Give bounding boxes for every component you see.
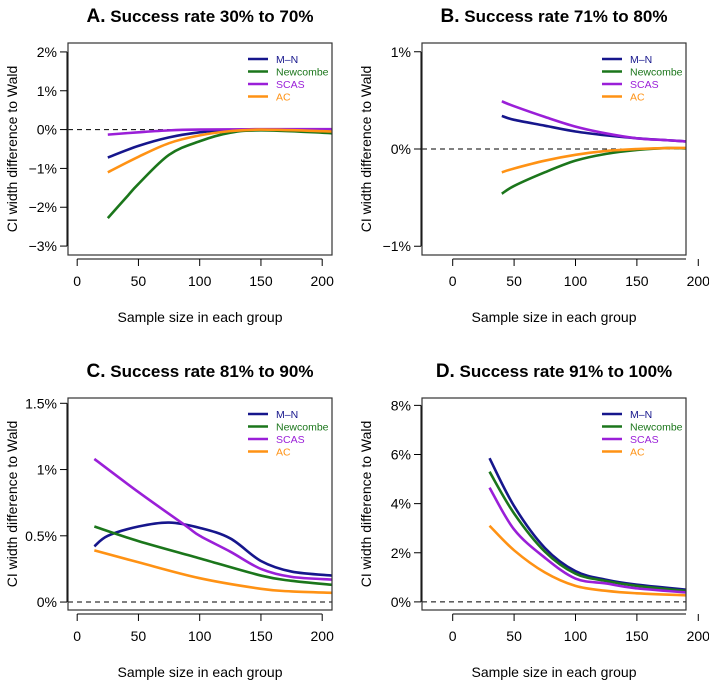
y-tick-label: 0% (391, 594, 411, 610)
y-tick-label: −1% (29, 160, 57, 176)
y-tick-label: −2% (29, 199, 57, 215)
panel-label: D. (436, 361, 455, 382)
series-line-M-N (488, 457, 686, 591)
x-tick-label: 50 (131, 628, 147, 644)
x-tick-label: 50 (131, 273, 147, 289)
plot-frame (421, 397, 687, 611)
legend-label-SCAS: SCAS (276, 434, 305, 446)
panel-title-text: Success rate 81% to 90% (106, 362, 314, 381)
x-axis-label: Sample size in each group (472, 309, 637, 325)
panel-title: C. Success rate 81% to 90% (87, 361, 314, 382)
legend-label-SCAS: SCAS (630, 434, 659, 446)
x-tick-label: 0 (73, 628, 81, 644)
legend-label-M-N: M–N (630, 54, 652, 66)
y-tick-label: 1% (37, 462, 57, 478)
legend-label-SCAS: SCAS (630, 79, 659, 91)
legend-label-AC: AC (276, 447, 291, 459)
x-axis-label: Sample size in each group (118, 309, 283, 325)
legend-label-M-N: M–N (630, 409, 652, 421)
series-line-AC (488, 524, 686, 597)
y-tick-label: −3% (29, 238, 57, 254)
series-line-SCAS (93, 457, 332, 581)
x-tick-label: 50 (506, 273, 522, 289)
series-line-Newcombe (501, 146, 686, 195)
y-tick-label: 1% (37, 83, 57, 99)
x-axis-label: Sample size in each group (118, 664, 283, 680)
plot-frame (67, 42, 333, 256)
panel-label: A. (87, 6, 106, 27)
legend-label-AC: AC (630, 92, 645, 104)
series-line-M-N (93, 521, 332, 577)
x-tick-label: 200 (687, 273, 709, 289)
y-axis-label: CI width difference to Wald (4, 66, 20, 233)
panel-2: C. Success rate 81% to 90% M–NNewcombeSCA… (4, 361, 334, 680)
y-tick-label: 0% (37, 594, 57, 610)
y-tick-label: 0% (391, 141, 411, 157)
legend-label-Newcombe: Newcombe (276, 67, 329, 79)
series-line-Newcombe (93, 525, 332, 587)
y-axis-label: CI width difference to Wald (4, 421, 20, 588)
x-tick-label: 150 (249, 628, 273, 644)
plot-frame (67, 397, 333, 611)
series-line-Newcombe (106, 129, 332, 219)
panel-label: C. (87, 361, 106, 382)
panel-1: B. Success rate 71% to 80% M–NNewcombeSCA… (358, 6, 709, 325)
series-line-AC (93, 549, 332, 595)
x-tick-label: 0 (449, 273, 457, 289)
x-tick-label: 0 (73, 273, 81, 289)
y-tick-label: 1.5% (25, 395, 57, 411)
legend-label-AC: AC (276, 92, 291, 104)
series-line-SCAS (501, 100, 686, 143)
x-tick-label: 150 (625, 628, 649, 644)
series-line-Newcombe (488, 471, 686, 593)
plot-frame (421, 42, 687, 256)
x-tick-label: 150 (249, 273, 273, 289)
panel-label: B. (441, 6, 460, 27)
panel-title-text: Success rate 71% to 80% (460, 7, 668, 26)
y-tick-label: −1% (383, 238, 411, 254)
legend-label-Newcombe: Newcombe (630, 67, 683, 79)
legend-label-AC: AC (630, 447, 645, 459)
x-tick-label: 50 (506, 628, 522, 644)
y-axis-label: CI width difference to Wald (358, 421, 374, 588)
legend-label-Newcombe: Newcombe (276, 422, 329, 434)
y-tick-label: 8% (391, 397, 411, 413)
y-tick-label: 0% (37, 122, 57, 138)
x-tick-label: 100 (564, 628, 588, 644)
panel-title: D. Success rate 91% to 100% (436, 361, 672, 382)
x-tick-label: 0 (449, 628, 457, 644)
y-tick-label: 6% (391, 447, 411, 463)
y-tick-label: 0.5% (25, 528, 57, 544)
y-axis-label: CI width difference to Wald (358, 66, 374, 233)
panel-3: D. Success rate 91% to 100% M–NNewcombeSC… (358, 361, 709, 680)
legend-label-SCAS: SCAS (276, 79, 305, 91)
legend-label-M-N: M–N (276, 409, 298, 421)
panel-title-text: Success rate 30% to 70% (106, 7, 314, 26)
series-line-AC (107, 128, 332, 174)
x-tick-label: 200 (687, 628, 709, 644)
series-line-M-N (501, 114, 686, 143)
panel-title: A. Success rate 30% to 70% (87, 6, 314, 27)
x-tick-label: 200 (311, 273, 335, 289)
x-tick-label: 100 (188, 628, 212, 644)
legend-label-M-N: M–N (276, 54, 298, 66)
x-axis-label: Sample size in each group (472, 664, 637, 680)
x-tick-label: 200 (311, 628, 335, 644)
y-tick-label: 2% (391, 545, 411, 561)
x-tick-label: 100 (564, 273, 588, 289)
y-tick-label: 4% (391, 496, 411, 512)
series-line-AC (501, 146, 686, 174)
legend-label-Newcombe: Newcombe (630, 422, 683, 434)
x-tick-label: 100 (188, 273, 212, 289)
y-tick-label: 1% (391, 44, 411, 60)
y-tick-label: 2% (37, 44, 57, 60)
panel-title: B. Success rate 71% to 80% (441, 6, 668, 27)
series-line-SCAS (488, 487, 686, 594)
panel-title-text: Success rate 91% to 100% (455, 362, 672, 381)
x-tick-label: 150 (625, 273, 649, 289)
panel-0: A. Success rate 30% to 70% M–NNewcombeSCA… (4, 6, 334, 325)
